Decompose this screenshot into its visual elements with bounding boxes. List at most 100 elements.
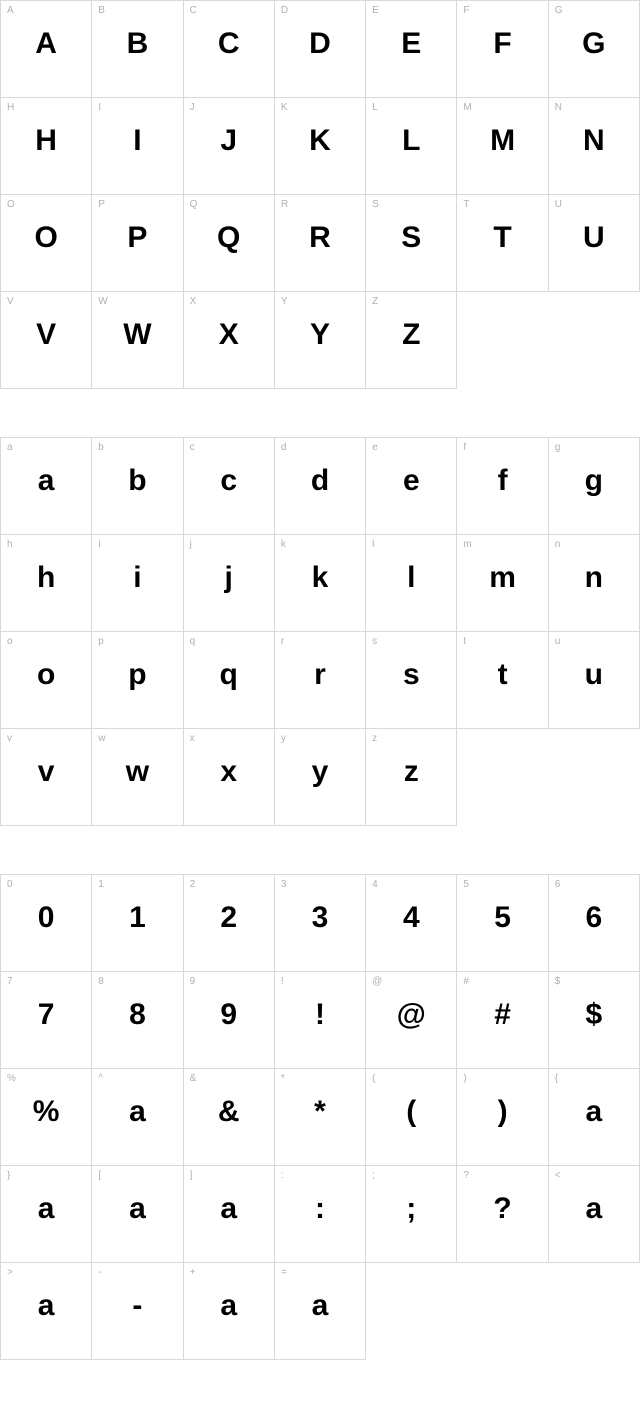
- glyph-char: i: [92, 561, 182, 595]
- glyph-char: C: [184, 27, 274, 61]
- empty-cell: [457, 1263, 548, 1360]
- glyph-char: a: [1, 464, 91, 498]
- glyph-label: j: [190, 539, 192, 550]
- glyph-cell: aa: [1, 438, 92, 535]
- glyph-char: 4: [366, 901, 456, 935]
- glyph-label: Z: [372, 296, 378, 307]
- glyph-label: k: [281, 539, 286, 550]
- glyph-cell: ww: [92, 729, 183, 826]
- glyph-char: *: [275, 1095, 365, 1129]
- empty-cell: [549, 292, 640, 389]
- glyph-char: L: [366, 124, 456, 158]
- glyph-char: Y: [275, 318, 365, 352]
- glyph-cell: ll: [366, 535, 457, 632]
- glyph-cell: CC: [184, 1, 275, 98]
- glyph-char: d: [275, 464, 365, 498]
- glyph-char: #: [457, 998, 547, 1032]
- glyph-label: v: [7, 733, 12, 744]
- empty-cell: [457, 292, 548, 389]
- glyph-char: S: [366, 221, 456, 255]
- glyph-cell: [a: [92, 1166, 183, 1263]
- glyph-char: 7: [1, 998, 91, 1032]
- glyph-label: N: [555, 102, 562, 113]
- glyph-label: $: [555, 976, 561, 987]
- glyph-cell: QQ: [184, 195, 275, 292]
- glyph-label: X: [190, 296, 197, 307]
- glyph-cell: cc: [184, 438, 275, 535]
- glyph-grid: 00112233445566778899!!@@##$$%%^a&&**(())…: [0, 874, 640, 1360]
- glyph-label: u: [555, 636, 561, 647]
- glyph-cell: $$: [549, 972, 640, 1069]
- glyph-char: O: [1, 221, 91, 255]
- glyph-label: p: [98, 636, 104, 647]
- glyph-cell: FF: [457, 1, 548, 98]
- glyph-label: 8: [98, 976, 104, 987]
- glyph-char: $: [549, 998, 639, 1032]
- glyph-char: a: [1, 1289, 91, 1323]
- glyph-cell: BB: [92, 1, 183, 98]
- glyph-cell: AA: [1, 1, 92, 98]
- glyph-char: j: [184, 561, 274, 595]
- glyph-cell: 22: [184, 875, 275, 972]
- glyph-cell: NN: [549, 98, 640, 195]
- glyph-char: r: [275, 658, 365, 692]
- glyph-cell: &&: [184, 1069, 275, 1166]
- glyph-cell: ee: [366, 438, 457, 535]
- glyph-char: 2: [184, 901, 274, 935]
- glyph-label: h: [7, 539, 13, 550]
- glyph-cell: ##: [457, 972, 548, 1069]
- glyph-char: D: [275, 27, 365, 61]
- glyph-cell: ;;: [366, 1166, 457, 1263]
- glyph-cell: )): [457, 1069, 548, 1166]
- glyph-char: G: [549, 27, 639, 61]
- glyph-label: a: [7, 442, 13, 453]
- glyph-cell: ]a: [184, 1166, 275, 1263]
- glyph-cell: hh: [1, 535, 92, 632]
- glyph-cell: mm: [457, 535, 548, 632]
- glyph-label: >: [7, 1267, 13, 1278]
- glyph-label: K: [281, 102, 288, 113]
- glyph-char: H: [1, 124, 91, 158]
- glyph-cell: HH: [1, 98, 92, 195]
- glyph-cell: **: [275, 1069, 366, 1166]
- glyph-char: &: [184, 1095, 274, 1129]
- glyph-char: V: [1, 318, 91, 352]
- empty-cell: [457, 729, 548, 826]
- glyph-cell: }a: [1, 1166, 92, 1263]
- glyph-label: c: [190, 442, 195, 453]
- glyph-cell: pp: [92, 632, 183, 729]
- glyph-char: ;: [366, 1192, 456, 1226]
- glyph-label: *: [281, 1073, 285, 1084]
- glyph-char: %: [1, 1095, 91, 1129]
- glyph-char: 3: [275, 901, 365, 935]
- glyph-cell: GG: [549, 1, 640, 98]
- glyph-char: W: [92, 318, 182, 352]
- glyph-char: q: [184, 658, 274, 692]
- glyph-label: G: [555, 5, 563, 16]
- glyph-grid: AABBCCDDEEFFGGHHIIJJKKLLMMNNOOPPQQRRSSTT…: [0, 0, 640, 389]
- glyph-label: !: [281, 976, 284, 987]
- glyph-char: X: [184, 318, 274, 352]
- glyph-char: ): [457, 1095, 547, 1129]
- glyph-label: r: [281, 636, 284, 647]
- glyph-char: a: [1, 1192, 91, 1226]
- glyph-char: f: [457, 464, 547, 498]
- glyph-label: y: [281, 733, 286, 744]
- empty-cell: [549, 1263, 640, 1360]
- glyph-char: k: [275, 561, 365, 595]
- glyph-label: (: [372, 1073, 375, 1084]
- glyph-char: ?: [457, 1192, 547, 1226]
- glyph-label: S: [372, 199, 379, 210]
- glyph-cell: ::: [275, 1166, 366, 1263]
- glyph-char: J: [184, 124, 274, 158]
- glyph-label: ^: [98, 1073, 103, 1084]
- section-numbers-symbols: 00112233445566778899!!@@##$$%%^a&&**(())…: [0, 874, 640, 1360]
- glyph-cell: =a: [275, 1263, 366, 1360]
- glyph-label: i: [98, 539, 100, 550]
- glyph-char: b: [92, 464, 182, 498]
- glyph-label: V: [7, 296, 14, 307]
- glyph-label: [: [98, 1170, 101, 1181]
- glyph-label: -: [98, 1267, 101, 1278]
- glyph-char: a: [549, 1192, 639, 1226]
- glyph-char: K: [275, 124, 365, 158]
